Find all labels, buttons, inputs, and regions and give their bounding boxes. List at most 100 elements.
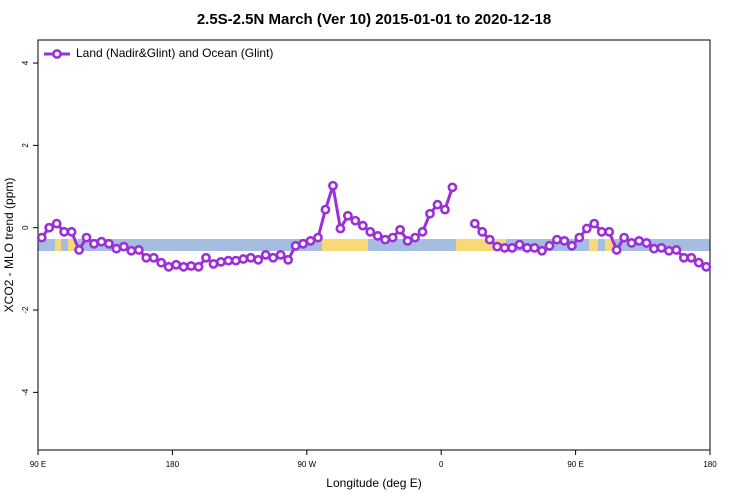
point: [186, 261, 196, 271]
point: [96, 236, 107, 247]
point: [664, 245, 674, 256]
y-tick-label: -2: [21, 306, 30, 314]
point: [649, 243, 659, 254]
point: [432, 199, 443, 210]
point: [552, 234, 562, 245]
point: [387, 232, 398, 243]
point: [611, 245, 622, 255]
chart-title: 2.5S-2.5N March (Ver 10) 2015-01-01 to 2…: [197, 11, 551, 28]
point: [313, 232, 323, 243]
point: [126, 245, 137, 256]
point: [275, 249, 286, 260]
x-tick-label: 90 E: [30, 460, 46, 469]
point: [51, 218, 62, 229]
point: [238, 254, 249, 264]
point: [604, 226, 615, 237]
y-tick-label: 2: [21, 143, 30, 148]
point: [566, 240, 577, 251]
point: [365, 226, 376, 237]
point: [380, 234, 391, 245]
point: [81, 232, 92, 243]
point: [253, 254, 264, 265]
point: [634, 235, 644, 246]
point: [111, 243, 122, 254]
point: [74, 245, 84, 255]
point: [537, 245, 547, 256]
y-axis-label: XCO2 - MLO trend (ppm): [2, 178, 16, 313]
point: [357, 220, 368, 231]
point: [425, 208, 435, 219]
series-line: [40, 185, 707, 269]
point: [678, 252, 689, 263]
point: [402, 235, 413, 246]
point: [118, 241, 129, 252]
point: [544, 240, 555, 251]
x-tick-label: 180: [166, 460, 180, 469]
y-tick-label: 4: [21, 60, 30, 65]
point: [201, 252, 211, 263]
point: [260, 249, 271, 260]
point: [268, 252, 279, 263]
point: [208, 259, 219, 269]
plot-frame: [37, 39, 711, 451]
land-band: [605, 239, 615, 251]
point: [216, 256, 226, 267]
point: [290, 240, 301, 251]
point: [193, 261, 204, 272]
y-tick-label: -4: [21, 388, 30, 396]
point: [320, 204, 331, 215]
point: [283, 254, 294, 265]
point: [693, 257, 704, 268]
point: [440, 204, 450, 215]
point: [589, 218, 600, 229]
point: [133, 245, 144, 255]
point: [156, 257, 167, 268]
point: [141, 252, 152, 263]
point: [492, 241, 503, 252]
point: [596, 226, 607, 237]
land-band: [55, 239, 61, 251]
point: [581, 223, 592, 234]
point: [223, 255, 234, 266]
point: [559, 235, 570, 246]
point: [245, 252, 256, 263]
point: [350, 215, 361, 226]
point: [395, 224, 406, 235]
land-band: [322, 239, 368, 251]
point: [574, 232, 585, 243]
point: [230, 255, 241, 266]
point: [305, 235, 316, 246]
land-band: [589, 239, 598, 251]
point: [671, 245, 682, 255]
y-tick-label: 0: [21, 225, 30, 230]
point: [477, 226, 488, 237]
point: [469, 218, 480, 229]
point: [529, 242, 540, 253]
point: [686, 252, 697, 263]
point: [104, 238, 114, 249]
point: [701, 261, 712, 272]
x-tick-label: 90 E: [567, 460, 583, 469]
point: [499, 242, 510, 253]
point: [328, 180, 338, 191]
point: [44, 222, 55, 233]
point: [89, 238, 99, 249]
point: [514, 239, 525, 250]
point: [507, 242, 518, 253]
point: [410, 232, 420, 243]
point: [656, 242, 667, 253]
x-tick-label: 0: [439, 460, 444, 469]
point: [417, 226, 428, 237]
point: [148, 252, 159, 263]
land-band: [68, 239, 78, 251]
legend-marker: [52, 49, 62, 59]
point: [298, 238, 308, 249]
point: [522, 242, 532, 253]
point: [171, 259, 182, 270]
point: [372, 231, 383, 241]
point: [66, 226, 77, 237]
x-axis-label: Longitude (deg E): [326, 476, 421, 490]
point: [335, 223, 346, 234]
x-tick-label: 90 W: [297, 460, 316, 469]
